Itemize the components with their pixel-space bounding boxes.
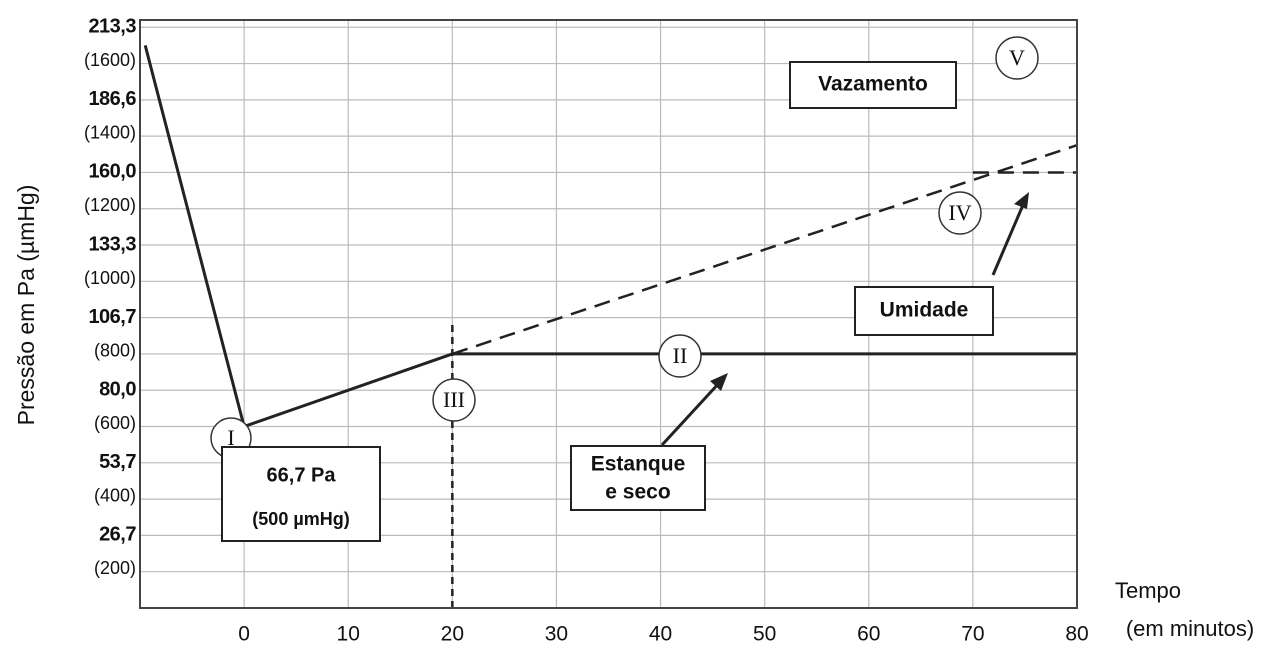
x-tick-label: 40 xyxy=(649,623,672,646)
y-subtick-label: (400) xyxy=(94,486,136,506)
marker-label: I xyxy=(227,425,234,450)
arrow xyxy=(991,204,1025,276)
marker-circle xyxy=(658,334,702,378)
y-tick-label: 213,3 xyxy=(88,16,136,38)
y-tick-label: 160,0 xyxy=(88,161,136,183)
x-axis-label: Tempo xyxy=(1115,578,1181,603)
y-subtick-label: (200) xyxy=(94,558,136,578)
marker-circle xyxy=(432,378,476,422)
box-text: e seco xyxy=(605,481,670,504)
y-subtick-label: (1400) xyxy=(84,123,136,143)
label-box xyxy=(854,286,994,336)
label-box xyxy=(789,61,957,109)
y-axis-label: Pressão em Pa (µmHg) xyxy=(13,185,39,426)
arrow xyxy=(660,380,722,447)
arrow-head xyxy=(710,373,728,391)
y-subtick-label: (1000) xyxy=(84,268,136,288)
box-text: Estanque xyxy=(591,453,686,476)
y-tick-label: 106,7 xyxy=(88,306,136,328)
x-tick-label: 80 xyxy=(1065,623,1088,646)
y-tick-label: 26,7 xyxy=(99,524,136,546)
y-tick-label: 186,6 xyxy=(88,88,136,110)
marker-label: III xyxy=(443,387,465,412)
x-tick-label: 60 xyxy=(857,623,880,646)
series-line xyxy=(143,45,1077,429)
grid xyxy=(140,20,1078,608)
x-tick-label: 50 xyxy=(753,623,776,646)
box-text: (500 µmHg) xyxy=(252,509,349,529)
label-box xyxy=(221,446,381,542)
marker-label: V xyxy=(1009,45,1025,70)
label-box xyxy=(570,445,706,511)
x-tick-label: 0 xyxy=(238,623,250,646)
y-subtick-label: (800) xyxy=(94,340,136,360)
marker-circle xyxy=(938,191,982,235)
marker-label: IV xyxy=(948,200,971,225)
plot-frame xyxy=(139,19,1078,609)
x-tick-label: 30 xyxy=(545,623,568,646)
lines xyxy=(143,45,1078,608)
series-line xyxy=(451,144,1078,356)
box-text: Vazamento xyxy=(818,73,928,96)
x-axis-label-sub: (em minutos) xyxy=(1126,616,1254,641)
box-text: Umidade xyxy=(880,299,969,322)
x-tick-label: 10 xyxy=(337,623,360,646)
x-tick-label: 20 xyxy=(441,623,464,646)
y-tick-label: 53,7 xyxy=(99,451,136,473)
marker-circle xyxy=(995,36,1039,80)
y-tick-label: 80,0 xyxy=(99,379,136,401)
y-subtick-label: (1600) xyxy=(84,50,136,70)
arrow-head xyxy=(1014,192,1029,209)
y-tick-label: 133,3 xyxy=(88,233,136,255)
y-subtick-label: (600) xyxy=(94,413,136,433)
marker-label: II xyxy=(673,343,688,368)
x-tick-label: 70 xyxy=(961,623,984,646)
y-subtick-label: (1200) xyxy=(84,195,136,215)
box-text: 66,7 Pa xyxy=(267,464,337,486)
